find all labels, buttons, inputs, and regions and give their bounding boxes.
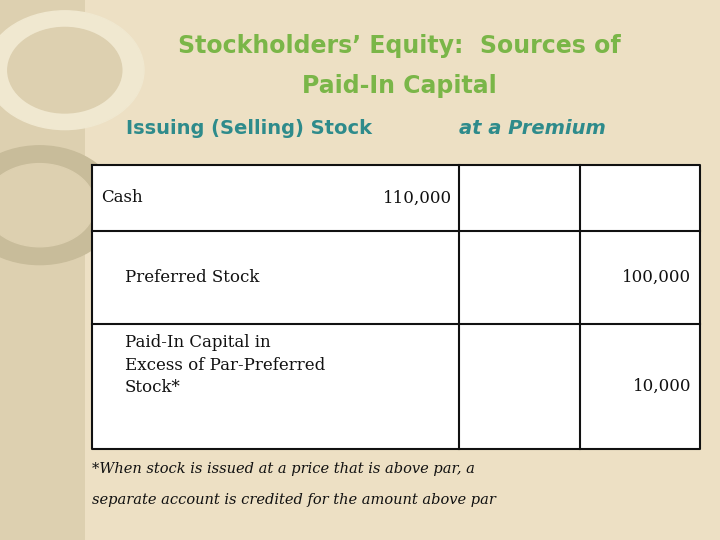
Text: Stockholders’ Equity:  Sources of: Stockholders’ Equity: Sources of	[179, 34, 621, 58]
Text: Preferred Stock: Preferred Stock	[125, 269, 259, 286]
Text: Paid-In Capital: Paid-In Capital	[302, 75, 497, 98]
Circle shape	[8, 28, 122, 113]
Text: separate account is credited for the amount above par: separate account is credited for the amo…	[92, 493, 496, 507]
Text: Paid-In Capital in
Excess of Par-Preferred
Stock*: Paid-In Capital in Excess of Par-Preferr…	[125, 334, 325, 396]
Text: at a Premium: at a Premium	[459, 119, 606, 138]
Circle shape	[0, 164, 95, 247]
Circle shape	[0, 11, 144, 130]
Circle shape	[0, 146, 119, 265]
Text: 100,000: 100,000	[622, 269, 691, 286]
Text: *When stock is issued at a price that is above par, a: *When stock is issued at a price that is…	[92, 462, 475, 476]
Text: Issuing (Selling) Stock at a Premium: Issuing (Selling) Stock at a Premium	[0, 539, 1, 540]
Bar	[92, 165, 700, 449]
Bar	[0, 0, 85, 540]
Text: Cash: Cash	[101, 190, 143, 206]
Text: Issuing (Selling) Stock: Issuing (Selling) Stock	[126, 119, 379, 138]
Text: 10,000: 10,000	[633, 378, 691, 395]
Text: 110,000: 110,000	[383, 190, 452, 206]
